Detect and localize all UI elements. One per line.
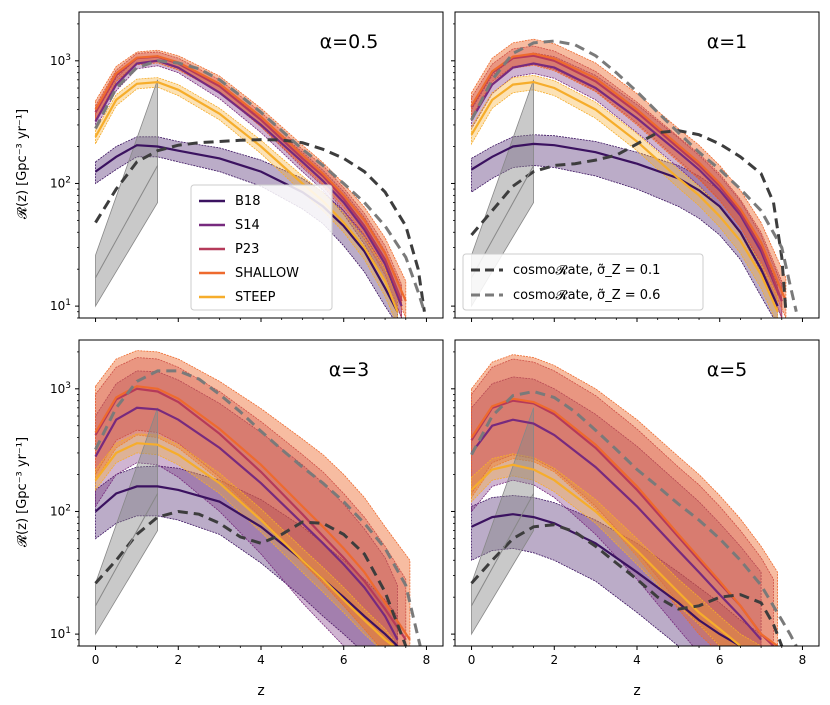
plot-area <box>470 354 798 646</box>
line-observed <box>95 493 159 607</box>
legend-label-steep: STEEP <box>235 290 276 305</box>
legend-label-p23: P23 <box>235 242 259 257</box>
legend-label-cosmorate-2: cosmo𝓡ate, σ̃_Z = 0.6 <box>513 288 660 303</box>
x-tick-label: 2 <box>550 653 558 667</box>
line-s14 <box>470 418 762 641</box>
legend-box <box>462 253 704 311</box>
band-b18 <box>95 136 398 318</box>
x-tick-label: 8 <box>423 653 431 667</box>
line-b18 <box>94 144 399 313</box>
x-tick-label: 4 <box>633 653 641 667</box>
band-shallow <box>95 350 411 646</box>
line-observed <box>471 493 535 607</box>
x-tick-label: 2 <box>174 653 182 667</box>
y-tick-label: 103 <box>50 381 71 396</box>
line-shallow <box>470 52 787 302</box>
line-shallow <box>94 385 411 641</box>
band-steep <box>95 433 394 646</box>
panel-3: 0 2 4 6 8 101 102 103 α=3 <box>50 339 444 667</box>
line-observed <box>95 165 159 279</box>
line-cosmo-ate-z-0-6 <box>470 39 798 313</box>
y-tick-label: 102 <box>50 175 71 190</box>
y-axis-label-top: 𝓡(z) [Gpc⁻³ yr⁻¹] <box>15 109 30 219</box>
line-s14 <box>94 59 403 307</box>
legend-box <box>190 184 333 311</box>
legend-cosmorate: cosmo𝓡ate, σ̃_Z = 0.1 cosmo𝓡ate, σ̃_Z = 0… <box>462 253 704 311</box>
panel-title: α=0.5 <box>320 31 379 53</box>
x-tick-label: 4 <box>257 653 265 667</box>
legend-label-cosmorate-1: cosmo𝓡ate, σ̃_Z = 0.1 <box>513 263 660 278</box>
x-tick-label: 6 <box>340 653 348 667</box>
line-b18 <box>94 485 399 646</box>
y-tick-label: 101 <box>50 298 71 313</box>
line-p23 <box>470 54 783 302</box>
x-axis-label-right: z <box>633 683 640 699</box>
band-p23 <box>95 357 407 646</box>
panel-title: α=3 <box>329 359 370 381</box>
x-tick-label: 0 <box>92 653 100 667</box>
line-cosmo-ate-z-0-1 <box>470 129 788 312</box>
legend-label-s14: S14 <box>235 218 260 233</box>
band-b18 <box>95 465 398 646</box>
panels: 101 102 103 α=0.5 α=1 0 2 4 6 8 101 102 103 α=3 0 2 4 6 8 α… <box>50 11 820 667</box>
line-cosmo-ate-z-0-1 <box>94 509 408 646</box>
panel-1: 101 102 103 α=0.5 <box>50 11 444 322</box>
line-s14 <box>94 406 399 641</box>
y-tick-label: 101 <box>50 626 71 641</box>
line-steep <box>94 80 399 313</box>
line-steep <box>94 442 395 646</box>
y-tick-label: 103 <box>50 53 71 68</box>
band-steep <box>471 74 778 318</box>
line-cosmo-ate-z-0-1 <box>470 523 784 646</box>
line-shallow <box>470 397 779 646</box>
band-b18 <box>471 495 762 646</box>
line-cosmo-ate-z-0-6 <box>94 369 422 646</box>
line-cosmo-ate-z-0-6 <box>470 389 798 646</box>
line-steep <box>470 80 779 313</box>
plot-area <box>94 49 426 318</box>
band-s14 <box>471 376 762 646</box>
panel-4: 0 2 4 6 8 α=5 <box>451 339 820 667</box>
y-axis-label-bottom: 𝓡(z) [Gpc⁻³ yr⁻¹] <box>15 437 30 547</box>
plot-area <box>94 350 422 646</box>
line-steep <box>470 463 743 646</box>
line-s14 <box>470 62 783 302</box>
panel-title: α=5 <box>707 359 748 381</box>
legend-models: B18 S14 P23 SHALLOW STEEP <box>190 184 333 311</box>
band-steep <box>95 77 398 318</box>
line-cosmo-ate-z-0-1 <box>94 138 426 312</box>
line-b18 <box>471 513 743 646</box>
line-shallow <box>94 55 407 302</box>
x-tick-label: 0 <box>468 653 476 667</box>
y-tick-label: 102 <box>50 503 71 518</box>
x-axis-label-left: z <box>257 683 264 699</box>
legend-label-shallow: SHALLOW <box>235 266 299 281</box>
band-shallow <box>471 38 787 318</box>
legend-label-b18: B18 <box>235 194 260 209</box>
panel-title: α=1 <box>707 31 748 53</box>
x-tick-label: 8 <box>799 653 807 667</box>
plot-area <box>470 38 798 318</box>
line-p23 <box>94 387 407 641</box>
line-b18 <box>470 142 779 307</box>
x-tick-label: 6 <box>716 653 724 667</box>
line-cosmo-ate-z-0-6 <box>94 59 426 313</box>
panel-2: α=1 <box>451 11 820 322</box>
